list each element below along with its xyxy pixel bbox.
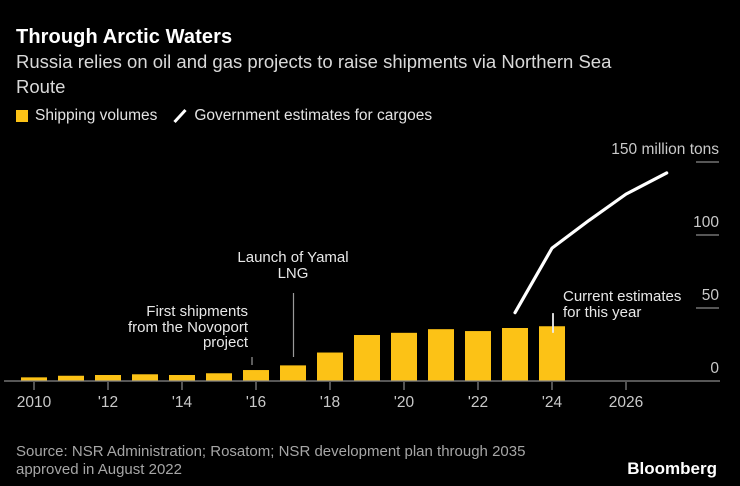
bar-2023 [502,328,528,381]
legend: Shipping volumes Government estimates fo… [16,107,432,125]
x-tick-label-2024: '24 [542,394,563,411]
bar-2015 [206,373,232,381]
annotation-current-estimates: Current estimates for this year [563,288,682,321]
bar-2014 [169,375,195,381]
x-tick-label-2012: '12 [98,394,118,411]
estimates-slash-icon [173,108,187,124]
y-tick-label-0: 0 [710,360,719,377]
bar-2011 [58,375,84,381]
chart-title: Through Arctic Waters [16,26,233,48]
legend-label-government-estimates: Government estimates for cargoes [194,107,433,124]
chart-subtitle: Russia relies on oil and gas projects to… [16,51,612,97]
x-tick-label-2014: '14 [172,394,193,411]
bar-2010 [21,377,47,381]
source-note: Source: NSR Administration; Rosatom; NSR… [16,443,526,478]
annotation-novoport: First shipments from the Novoport projec… [127,303,248,351]
x-tick-label-2010: 2010 [17,394,52,411]
bar-2019 [354,335,380,381]
shipping-volumes-swatch-icon [16,110,28,122]
bar-2021 [428,329,454,381]
bar-2022 [465,331,491,381]
legend-label-shipping-volumes: Shipping volumes [35,107,158,124]
y-tick-label-50: 50 [702,287,720,304]
bloomberg-logo: Bloomberg [627,459,717,478]
bar-2013 [132,374,158,381]
bar-2017 [280,365,306,381]
bar-2016 [243,370,269,381]
bar-2020 [391,332,417,381]
x-tick-label-2018: '18 [320,394,340,411]
y-tick-label-100: 100 [693,214,719,231]
annotation-yamal-lng: Launch of Yamal LNG [237,249,349,282]
bar-2012 [95,375,121,381]
y-tick-label-150: 150 million tons [611,141,719,158]
x-tick-label-2022: '22 [468,394,488,411]
bar-2018 [317,352,343,381]
bar-2024 [539,326,565,381]
x-tick-label-2026: 2026 [609,394,643,411]
x-tick-label-2020: '20 [394,394,415,411]
government-estimates-line [513,171,669,315]
x-tick-label-2016: '16 [246,394,266,411]
